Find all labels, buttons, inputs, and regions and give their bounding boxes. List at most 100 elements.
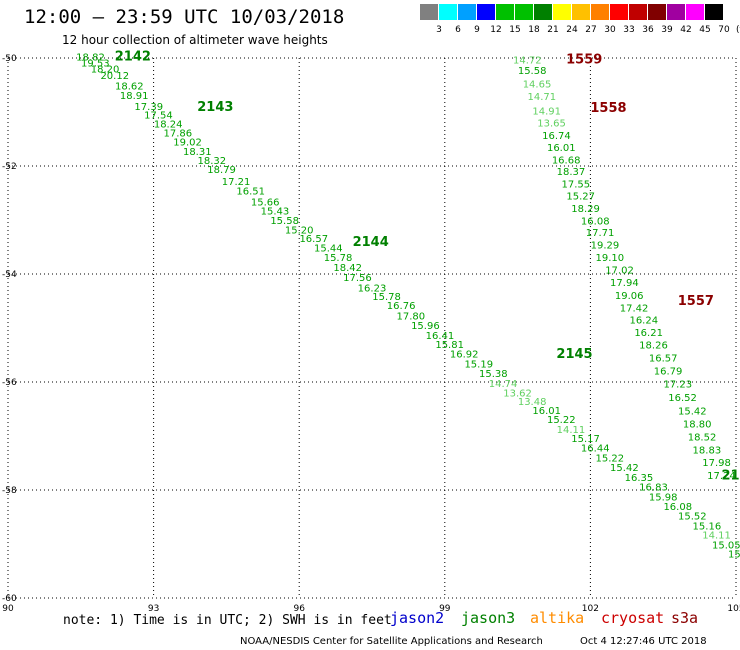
wave-height-label: 15.42 (610, 463, 639, 474)
scale-swatch (515, 4, 533, 20)
wave-height-label: 18.83 (693, 445, 722, 456)
wave-height-label: 18.31 (183, 147, 212, 158)
scale-swatch (629, 4, 647, 20)
wave-height-label: 16.41 (426, 331, 455, 342)
wave-height-label: 20.12 (100, 71, 129, 82)
data-points-layer: 18.8219.5318.2020.1218.6218.9117.3917.54… (76, 53, 740, 561)
scale-label: 30 (604, 25, 616, 35)
wave-height-label: 15.19 (464, 359, 493, 370)
wave-height-label: 15.42 (678, 406, 707, 417)
wave-height-label: 14.74 (489, 379, 518, 390)
satellite-label-s3a: s3a (671, 609, 699, 627)
satellite-label-jason2: jason2 (390, 609, 445, 627)
wave-height-label: 15.81 (435, 340, 464, 351)
wave-height-label: 17.54 (144, 110, 173, 121)
y-tick-label: -52 (2, 162, 17, 172)
orbit-number-label: 2146 (721, 469, 740, 484)
wave-height-label: 17.24 (707, 471, 736, 482)
wave-height-label: 14.11 (557, 425, 586, 436)
scale-label: 27 (585, 25, 597, 35)
wave-height-label: 16.92 (450, 350, 479, 361)
wave-height-label: 14.65 (523, 80, 552, 91)
scale-label: 21 (547, 25, 559, 35)
wave-height-label: 16.01 (547, 143, 576, 154)
wave-height-label: 16.52 (668, 393, 697, 404)
wave-height-label: 17.56 (343, 273, 372, 284)
y-tick-label: -58 (2, 486, 17, 496)
y-tick-label: -54 (2, 270, 17, 280)
wave-height-label: 15.58 (270, 216, 299, 227)
wave-height-label: 16.74 (542, 131, 571, 142)
wave-height-label: 15.22 (595, 453, 624, 464)
x-tick-label: 105 (727, 604, 740, 614)
wave-height-label: 19.53 (81, 59, 110, 70)
footer-note: note: 1) Time is in UTC; 2) SWH is in fe… (63, 613, 392, 628)
wave-height-label: 17.39 (134, 102, 163, 113)
wave-height-label: 15.96 (411, 321, 440, 332)
wave-height-label: 16.24 (629, 316, 658, 327)
wave-height-label: 15.27 (566, 191, 595, 202)
scale-swatch (458, 4, 476, 20)
wave-height-label: 19.10 (595, 253, 624, 264)
wave-height-label: 17.55 (562, 180, 591, 191)
orbit-number-label: 1558 (590, 101, 626, 116)
scale-label: 42 (680, 25, 692, 35)
wave-height-label: 15.66 (251, 197, 280, 208)
wave-height-label: 16.76 (387, 301, 416, 312)
wave-height-label: 16.08 (581, 216, 610, 227)
wave-height-label: 17.80 (397, 311, 426, 322)
wave-height-label: 15.05 (712, 540, 740, 551)
scale-label: 9 (474, 25, 480, 35)
footer-credit: NOAA/NESDIS Center for Satellite Applica… (240, 636, 543, 647)
wave-height-label: 18.37 (557, 167, 586, 178)
y-tick-label: -56 (2, 378, 17, 388)
scale-label: 6 (455, 25, 461, 35)
orbit-number-label: 2145 (556, 347, 592, 362)
wave-height-label: 19.29 (591, 241, 620, 252)
wave-height-label: 15.17 (571, 434, 600, 445)
wave-height-label: 18.62 (115, 81, 144, 92)
y-tick-label: -60 (2, 594, 17, 604)
scale-label: 39 (661, 25, 673, 35)
wave-height-label: 15. (728, 550, 740, 561)
y-tick-label: -50 (2, 54, 17, 64)
wave-height-label: 16.08 (663, 502, 692, 513)
wave-height-label: 18.24 (154, 120, 183, 131)
wave-height-label: 15.52 (678, 512, 707, 523)
wave-height-label: 16.21 (634, 328, 663, 339)
scale-swatch (439, 4, 457, 20)
wave-height-label: 18.42 (333, 263, 362, 274)
wave-height-label: 19.06 (615, 291, 644, 302)
wave-height-label: 13.48 (518, 397, 547, 408)
scale-label: 45 (699, 25, 711, 35)
orbit-number-label: 1559 (566, 52, 602, 67)
x-tick-label: 93 (148, 604, 159, 614)
wave-height-label: 18.82 (76, 53, 105, 64)
scale-label: 33 (623, 25, 635, 35)
wave-height-label: 15.22 (547, 415, 576, 426)
wave-height-label: 15.78 (324, 253, 353, 264)
wave-height-label: 16.44 (581, 444, 610, 455)
wave-height-label: 17.02 (605, 265, 634, 276)
scale-swatch (610, 4, 628, 20)
wave-height-label: 16.79 (654, 366, 683, 377)
scale-unit: (ft) (736, 25, 740, 35)
orbit-labels-layer: 2142 2143 2144 2145 2146 1559 1558 1557 (115, 50, 740, 484)
wave-height-label: 14.11 (702, 531, 731, 542)
orbit-number-label: 2143 (197, 100, 233, 115)
scale-swatch (534, 4, 552, 20)
scale-swatch (553, 4, 571, 20)
wave-height-label: 16.68 (552, 155, 581, 166)
wave-height-label: 16.57 (299, 234, 328, 245)
chart-title: 12:00 – 23:59 UTC 10/03/2018 (24, 6, 345, 28)
wave-height-label: 18.20 (91, 65, 120, 76)
orbit-number-label: 2144 (353, 235, 389, 250)
wave-height-label: 16.51 (236, 187, 265, 198)
wave-height-label: 18.80 (683, 419, 712, 430)
scale-label: 18 (528, 25, 540, 35)
wave-height-label: 18.52 (688, 432, 717, 443)
wave-height-label: 17.94 (610, 278, 639, 289)
wave-height-label: 16.23 (358, 283, 387, 294)
wave-height-label: 16.01 (532, 406, 561, 417)
scale-swatch (591, 4, 609, 20)
